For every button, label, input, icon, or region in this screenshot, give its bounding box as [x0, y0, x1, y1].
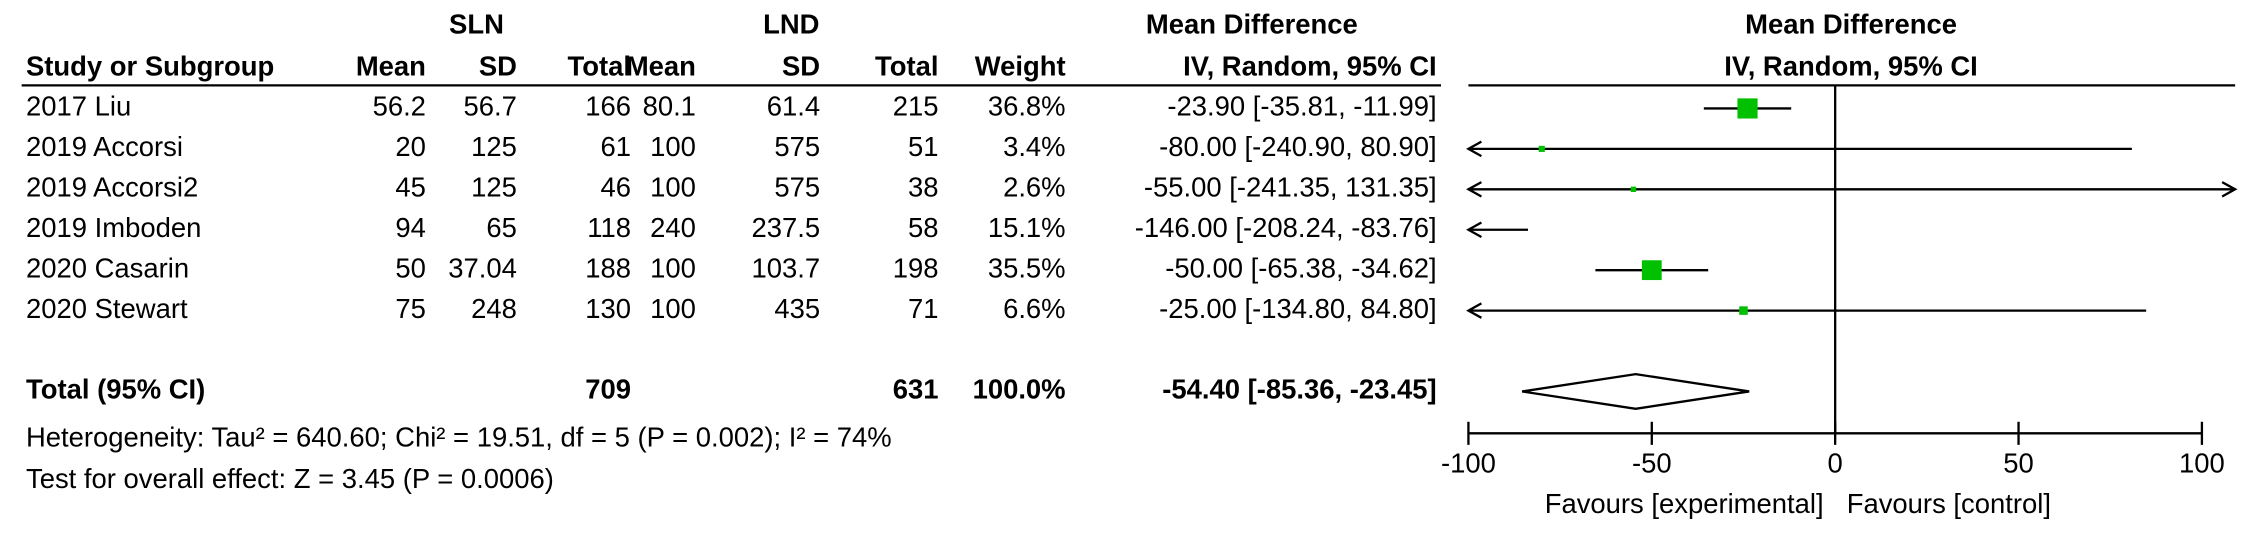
cell: -80.00 [-240.90, 80.90] — [1159, 131, 1436, 162]
cell: 2020 Stewart — [26, 293, 188, 324]
cell: 2017 Liu — [26, 91, 131, 122]
ci-arrow — [2221, 181, 2238, 198]
cell: 56.7 — [464, 91, 517, 122]
cell: -25.00 [-134.80, 84.80] — [1159, 293, 1436, 324]
cell: 100 — [650, 131, 696, 162]
overall-effect: Test for overall effect: Z = 3.45 (P = 0… — [26, 463, 554, 494]
total-cell: 709 — [585, 374, 631, 405]
cell: 38 — [908, 172, 939, 203]
x-tick-label: 100 — [2179, 447, 2225, 478]
cell: 15.1% — [988, 212, 1066, 243]
x-tick-label: 50 — [2003, 447, 2034, 478]
x-tick-label: 0 — [1828, 447, 1843, 478]
cell: 20 — [395, 131, 426, 162]
cell: 188 — [585, 252, 631, 283]
cell: 103.7 — [751, 252, 820, 283]
cell: 71 — [908, 293, 939, 324]
ci-arrow — [1466, 181, 1482, 198]
x-tick-label: -50 — [1632, 447, 1672, 478]
cell: 2020 Casarin — [26, 252, 189, 283]
cell: -55.00 [-241.35, 131.35] — [1144, 172, 1437, 203]
column-header: Total — [568, 50, 631, 81]
ci-arrow — [1466, 140, 1482, 158]
heterogeneity: Heterogeneity: Tau² = 640.60; Chi² = 19.… — [26, 421, 892, 452]
cell: 2019 Accorsi — [26, 131, 183, 162]
cell: 58 — [908, 212, 939, 243]
cell: 100 — [650, 172, 696, 203]
cell: 100 — [650, 293, 696, 324]
cell: 198 — [893, 252, 939, 283]
column-header: Mean — [626, 50, 696, 81]
cell: 125 — [471, 131, 517, 162]
column-header: SD — [782, 50, 820, 81]
study-box — [1538, 145, 1545, 152]
column-header: Study or Subgroup — [26, 50, 274, 81]
cell: 240 — [650, 212, 696, 243]
cell: 2.6% — [1003, 172, 1066, 203]
cell: 35.5% — [988, 252, 1066, 283]
study-box — [1737, 98, 1758, 119]
cell: 125 — [471, 172, 517, 203]
study-box — [1641, 260, 1662, 281]
column-header: Mean — [356, 50, 426, 81]
ci-arrow — [1466, 302, 1482, 319]
cell: 37.04 — [448, 252, 517, 283]
cell: 130 — [585, 293, 631, 324]
total-diamond — [1521, 372, 1750, 410]
cell: 51 — [908, 131, 939, 162]
cell: 65 — [486, 212, 517, 243]
cell: 2019 Accorsi2 — [26, 172, 198, 203]
column-header: Weight — [975, 50, 1066, 81]
cell: 237.5 — [751, 212, 820, 243]
cell: 61.4 — [767, 91, 820, 122]
cell: 80.1 — [643, 91, 696, 122]
cell: 46 — [600, 172, 631, 203]
cell: -50.00 [-65.38, -34.62] — [1165, 252, 1436, 283]
study-box — [1630, 186, 1637, 192]
cell: -146.00 [-208.24, -83.76] — [1135, 212, 1437, 243]
cell: 100 — [650, 252, 696, 283]
total-cell: Total (95% CI) — [26, 374, 205, 405]
cell: 50 — [395, 252, 426, 283]
cell: 36.8% — [988, 91, 1066, 122]
cell: 3.4% — [1003, 131, 1066, 162]
cell: 61 — [600, 131, 631, 162]
group-label: SLN — [449, 8, 504, 39]
column-header: SD — [479, 50, 517, 81]
cell: 166 — [585, 91, 631, 122]
cell: 575 — [774, 172, 820, 203]
x-tick-label: -100 — [1441, 447, 1496, 478]
study-box — [1739, 306, 1748, 315]
cell: 2019 Imboden — [26, 212, 201, 243]
column-header: Total — [875, 50, 938, 81]
plot-subheader: IV, Random, 95% CI — [1724, 50, 1977, 81]
group-label: LND — [763, 8, 819, 39]
cell: 118 — [587, 212, 631, 243]
cell: 56.2 — [373, 91, 426, 122]
cell: -23.90 [-35.81, -11.99] — [1167, 91, 1436, 122]
cell: 45 — [395, 172, 426, 203]
cell: 248 — [471, 293, 517, 324]
ci-arrow — [1466, 221, 1482, 238]
cell: 75 — [395, 293, 426, 324]
cell: 435 — [774, 293, 820, 324]
favours-right: Favours [control] — [1847, 488, 2051, 519]
total-cell: -54.40 [-85.36, -23.45] — [1162, 374, 1436, 405]
total-cell: 100.0% — [973, 374, 1066, 405]
favours-left: Favours [experimental] — [1545, 488, 1824, 519]
cell: 575 — [774, 131, 820, 162]
cell: 6.6% — [1003, 293, 1066, 324]
cell: 215 — [893, 91, 939, 122]
cell: 94 — [395, 212, 426, 243]
column-header: IV, Random, 95% CI — [1183, 50, 1436, 81]
effect-header: Mean Difference — [1146, 8, 1358, 39]
plot-header: Mean Difference — [1745, 8, 1957, 39]
total-cell: 631 — [893, 374, 939, 405]
